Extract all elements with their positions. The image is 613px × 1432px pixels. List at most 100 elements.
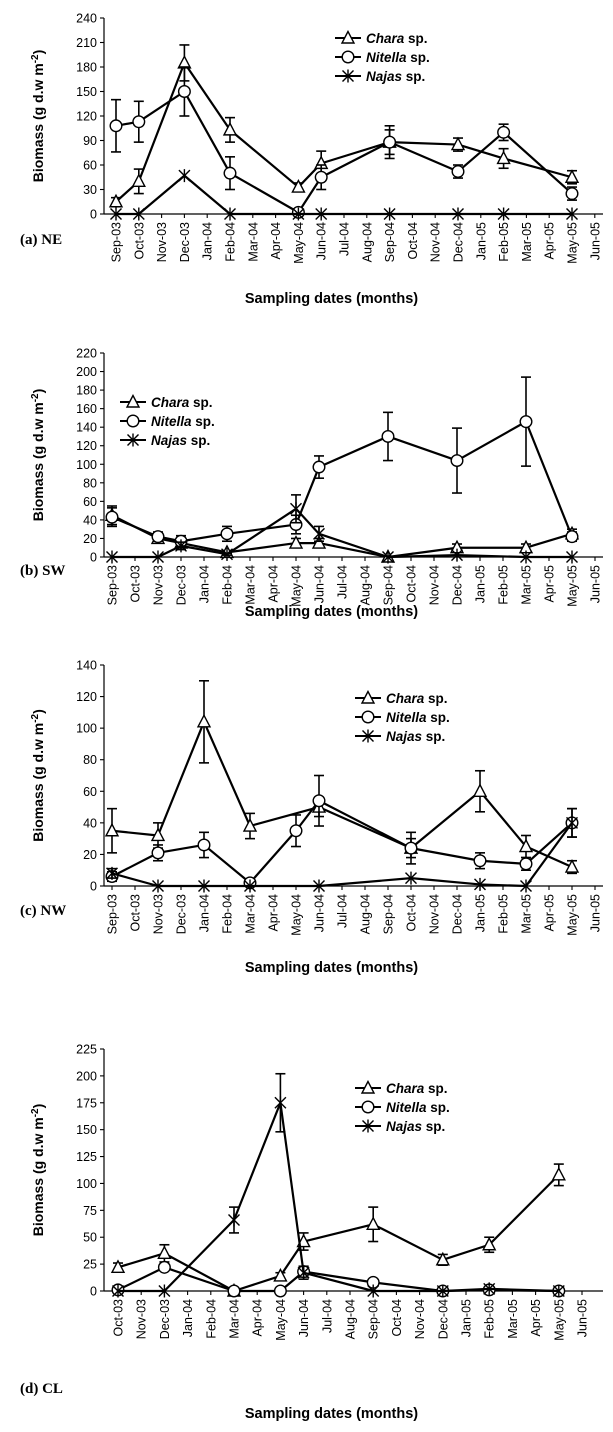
x-axis-title: Sampling dates (months) [245, 1406, 418, 1422]
y-tick-label: 180 [76, 61, 97, 75]
data-point [110, 207, 122, 221]
y-tick-label: 100 [76, 458, 97, 472]
data-point [451, 165, 465, 179]
x-tick-label: Nov-04 [428, 565, 442, 605]
x-tick-label: Mar-04 [244, 565, 258, 605]
x-tick-label: Nov-03 [152, 894, 166, 934]
data-point [104, 822, 120, 837]
y-tick-label: 100 [76, 722, 97, 736]
data-point [552, 1284, 565, 1298]
x-tick-label: Dec-03 [175, 894, 189, 934]
x-tick-label: Feb-04 [221, 565, 235, 605]
panel-label: (c) NW [20, 903, 66, 919]
data-point [109, 119, 123, 133]
legend: Chara sp. Nitella sp. Najas sp. [120, 393, 215, 448]
y-tick-label: 200 [76, 365, 97, 379]
chart-panel-4: 0 25 50 75 100 125 150 175 200 225 Oct-03 Nov-03 Dec… [20, 1043, 603, 1422]
data-point [274, 1096, 287, 1110]
data-point [110, 1259, 126, 1274]
data-point [132, 207, 145, 221]
x-tick-label: Nov-04 [413, 1299, 427, 1339]
data-point [450, 454, 464, 468]
data-point [564, 169, 580, 183]
legend: Chara sp. Nitella sp. Najas sp. [355, 689, 450, 744]
data-point [436, 1284, 449, 1298]
data-point [288, 535, 304, 549]
x-tick-label: Jul-04 [320, 1299, 334, 1333]
series-triangle [104, 505, 580, 563]
y-tick-label: 240 [76, 12, 97, 26]
x-tick-label: Dec-04 [451, 894, 465, 934]
series-triangle [104, 679, 580, 875]
data-point [197, 838, 211, 852]
legend-label: Najas sp. [366, 69, 425, 84]
legend-label: Chara sp. [386, 1081, 448, 1096]
series-line [112, 507, 572, 559]
legend-marker [362, 1119, 374, 1133]
x-tick-label: May-05 [552, 1299, 566, 1341]
y-tick-label: 200 [76, 1069, 97, 1083]
series-line [111, 822, 573, 888]
data-point [132, 115, 146, 129]
x-tick-label: Feb-04 [204, 1299, 218, 1339]
data-point [273, 1267, 288, 1282]
x-tick-label: Apr-04 [267, 565, 281, 603]
y-tick-label: 50 [83, 1231, 97, 1245]
y-tick-label: 210 [76, 36, 97, 50]
data-point [273, 1284, 287, 1298]
legend-label: Nitella sp. [386, 710, 450, 725]
data-point [152, 550, 164, 564]
data-point [383, 135, 397, 149]
x-tick-label: Oct-04 [405, 565, 419, 603]
x-tick-label: May-05 [566, 222, 580, 264]
y-tick-label: 120 [76, 110, 97, 124]
data-point [224, 207, 236, 221]
y-tick-label: 100 [76, 1177, 97, 1191]
x-tick-label: Jan-05 [460, 1299, 474, 1337]
legend-marker [125, 393, 141, 408]
x-tick-label: Apr-04 [251, 1299, 265, 1337]
legend-marker [362, 729, 374, 743]
data-point [227, 1284, 241, 1298]
series-line [111, 420, 574, 543]
data-point [566, 550, 578, 564]
data-point [367, 1284, 380, 1298]
series-line [111, 720, 573, 869]
series-asterisk [106, 494, 578, 564]
data-point [451, 548, 463, 562]
data-point [112, 1284, 124, 1298]
y-tick-label: 0 [90, 880, 97, 894]
data-point [177, 84, 191, 98]
data-point [223, 166, 237, 180]
x-tick-label: Oct-03 [129, 565, 143, 603]
x-tick-label: May-04 [290, 894, 304, 936]
data-point [312, 460, 326, 474]
legend-marker [361, 710, 375, 724]
x-tick-label: Jun-05 [589, 894, 603, 932]
data-point [158, 1284, 171, 1298]
x-tick-label: Apr-04 [267, 894, 281, 932]
x-tick-label: Sep-04 [382, 565, 396, 605]
x-tick-label: Dec-04 [451, 565, 465, 605]
y-tick-label: 20 [83, 848, 97, 862]
data-point [177, 54, 192, 69]
data-point [222, 121, 238, 136]
x-tick-label: Nov-03 [135, 1299, 149, 1339]
legend-marker [360, 1079, 376, 1094]
data-point [405, 871, 417, 885]
data-point [518, 838, 534, 853]
series-line [118, 1101, 559, 1293]
legend-marker [342, 69, 354, 83]
x-tick-label: May-04 [292, 222, 306, 264]
y-axis-title: Biomass (g d.w m-2) [30, 389, 47, 522]
x-tick-label: Nov-04 [429, 222, 443, 262]
y-tick-label: 125 [76, 1150, 97, 1164]
series-line [116, 174, 572, 216]
chart-panel-1: 0 30 60 90 120 150 180 210 240 Sep-03 Oct-03 Nov-03… [20, 12, 603, 307]
x-tick-label: Mar-04 [244, 894, 258, 934]
y-axis-title: Biomass (g d.w m-2) [30, 709, 47, 842]
y-tick-label: 80 [83, 476, 97, 490]
legend-label: Chara sp. [386, 691, 448, 706]
x-tick-label: Apr-05 [529, 1299, 543, 1337]
x-tick-label: May-04 [290, 565, 304, 607]
